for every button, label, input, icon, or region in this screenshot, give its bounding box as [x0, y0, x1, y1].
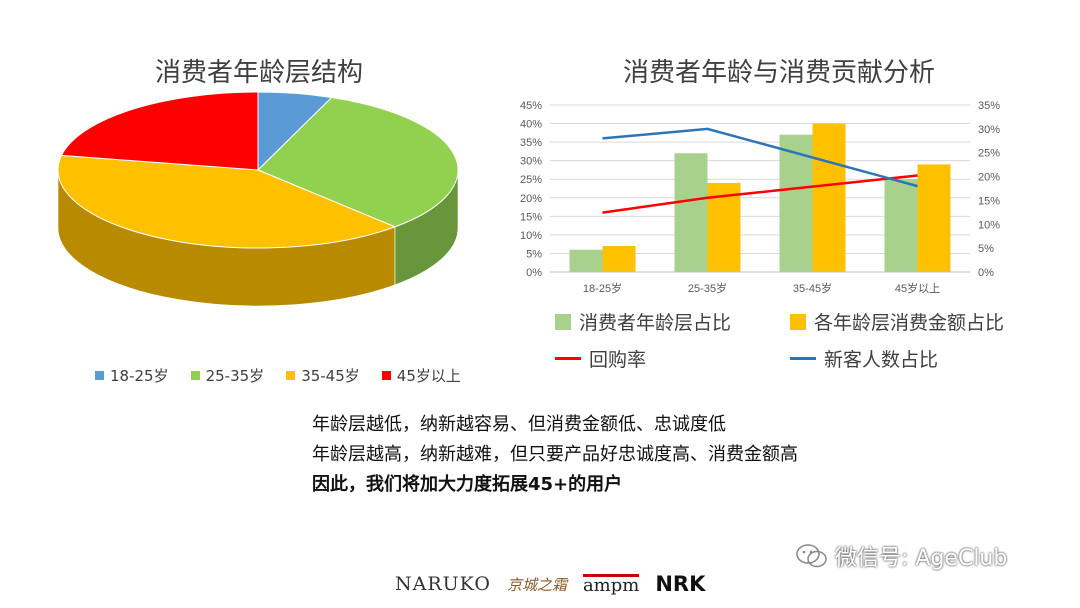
x-tick: 35-45岁 [793, 281, 832, 295]
legend-label: 回购率 [589, 349, 647, 371]
legend-item-bar2: 各年龄层消费金额占比 [790, 308, 1025, 335]
y-left-tick: 25% [520, 174, 542, 186]
summary-text: 年龄层越低，纳新越容易、但消费金额低、忠诚度低 年龄层越高，纳新越难，但只要产品… [312, 410, 832, 500]
y-left-tick: 15% [520, 211, 542, 223]
pie-legend-item-45-plus: 45岁以上 [381, 365, 461, 386]
pie-legend: 18-25岁 25-35岁 35-45岁 45岁以上 [95, 365, 461, 386]
pie-legend-item-25-35: 25-35岁 [190, 365, 265, 386]
combo-lines [602, 127, 918, 214]
legend-label: 各年龄层消费金额占比 [814, 312, 1005, 334]
x-tick: 18-25岁 [583, 281, 622, 295]
legend-swatch [95, 371, 104, 380]
wechat-watermark: 微信号: AgeClub [795, 540, 1007, 572]
y-right-tick: 35% [978, 100, 1000, 112]
y-right-tick: 5% [978, 243, 994, 255]
summary-line-2: 年龄层越高，纳新越难，但只要产品好忠诚度高、消费金额高 [312, 444, 798, 465]
footer-logos: NARUKO 京城之霜 ampm NRK [395, 572, 705, 596]
legend-label: 45岁以上 [396, 367, 461, 385]
legend-swatch [555, 313, 571, 330]
legend-item-line2: 新客人数占比 [790, 345, 1025, 372]
pie-chart-title: 消费者年龄层结构 [155, 58, 364, 88]
legend-swatch [286, 371, 296, 380]
legend-label: 18-25岁 [110, 367, 169, 385]
wechat-icon [796, 544, 827, 568]
pie-legend-item-18-25: 18-25岁 [95, 365, 169, 386]
pie-slice-3 [60, 91, 259, 171]
pie-slice-2 [57, 154, 397, 249]
y-left-tick: 10% [520, 230, 542, 242]
legend-swatch [790, 357, 816, 360]
watermark-text: 微信号: AgeClub [835, 546, 1008, 571]
x-tick: 45岁以上 [895, 281, 940, 295]
x-tick: 25-35岁 [688, 281, 727, 295]
y-left-tick: 20% [520, 193, 542, 205]
bar-0-0 [569, 249, 603, 272]
pie-top [57, 91, 459, 249]
summary-conclusion: 因此，我们将加大力度拓展45+的用户 [312, 474, 623, 495]
combo-chart-title: 消费者年龄与消费贡献分析 [623, 58, 936, 88]
y-right-tick: 25% [978, 148, 1000, 160]
combo-chart: 0% 5% 10% 15% 20% 25% 30% 35% 40% 45% 0% 5% 10% 15% 20… [520, 100, 1000, 295]
legend-swatch [190, 371, 200, 380]
combo-axes: 0% 5% 10% 15% 20% 25% 30% 35% 40% 45% 0% 5% 10% 15% 20… [520, 100, 1000, 295]
legend-label: 25-35岁 [205, 367, 265, 385]
y-left-tick: 40% [520, 119, 542, 131]
legend-item-bar1: 消费者年龄层占比 [555, 308, 790, 335]
line-0 [602, 174, 918, 214]
legend-swatch [555, 357, 581, 360]
legend-label: 消费者年龄层占比 [579, 312, 732, 334]
legend-item-line1: 回购率 [555, 345, 790, 372]
y-right-tick: 0% [978, 267, 994, 279]
bar-1-2 [812, 123, 846, 272]
legend-swatch [790, 313, 806, 330]
y-left-tick: 30% [520, 156, 542, 168]
legend-label: 35-45岁 [301, 367, 360, 385]
jingcheng-logo: 京城之霜 [506, 575, 567, 594]
y-right-tick: 15% [978, 195, 1000, 207]
y-left-tick: 5% [526, 248, 542, 260]
y-left-tick: 0% [526, 267, 542, 279]
bar-1-0 [602, 246, 636, 272]
nrk-logo: NRK [655, 572, 706, 596]
y-right-tick: 30% [978, 124, 1000, 136]
y-left-tick: 35% [520, 137, 542, 149]
pie-chart [57, 91, 459, 307]
legend-swatch [381, 371, 391, 380]
bar-0-1 [674, 153, 708, 272]
legend-label: 新客人数占比 [824, 349, 939, 371]
combo-legend: 消费者年龄层占比 各年龄层消费金额占比 回购率 新客人数占比 [555, 308, 1035, 382]
line-1 [602, 127, 918, 188]
pie-legend-item-35-45: 35-45岁 [286, 365, 360, 386]
y-right-tick: 10% [978, 219, 1000, 231]
bar-0-2 [779, 134, 813, 272]
pie-slice-1 [257, 96, 459, 228]
y-left-tick: 45% [520, 100, 542, 112]
y-right-tick: 20% [978, 172, 1000, 184]
naruko-logo: NARUKO [395, 573, 491, 595]
bar-0-3 [884, 179, 918, 272]
bar-1-3 [917, 164, 951, 272]
ampm-logo: ampm [582, 573, 640, 596]
summary-line-1: 年龄层越低，纳新越容易、但消费金额低、忠诚度低 [312, 414, 726, 435]
combo-bars [569, 123, 951, 272]
